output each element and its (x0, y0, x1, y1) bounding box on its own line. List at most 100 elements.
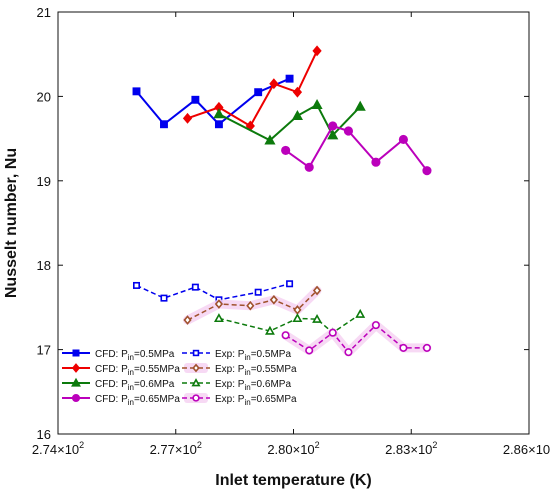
legend-label: CFD: Pin=0.5MPa (95, 349, 175, 362)
x-tick-label: 2.77×102 (150, 440, 202, 457)
x-tick-label: 2.80×102 (267, 440, 319, 457)
series-6 (183, 285, 322, 325)
legend-label-prefix: CFD: P (95, 349, 128, 360)
x-tick-label-base: 2.77×10 (150, 442, 197, 457)
x-tick-label-exponent: 2 (432, 440, 437, 450)
data-point (327, 129, 339, 140)
data-point (264, 325, 275, 335)
legend-label-prefix: Exp: P (215, 379, 245, 390)
x-tick-label-exponent: 2 (197, 440, 202, 450)
legend-item: Exp: Pin=0.5MPa (182, 349, 291, 362)
legend-label: CFD: Pin=0.65MPa (95, 394, 180, 407)
legend-label-subscript: in (128, 368, 134, 377)
legend-label-suffix: =0.55MPa (134, 364, 180, 375)
series-line (218, 103, 361, 142)
legend-item: CFD: Pin=0.55MPa (62, 363, 180, 377)
x-tick-label: 2.83×102 (385, 440, 437, 457)
data-point (312, 285, 322, 296)
legend-label-subscript: in (128, 353, 134, 362)
series-line (218, 313, 361, 334)
y-axis-ticks: 16 17 18 19 20 21 (37, 5, 529, 442)
legend-swatch-marker (192, 394, 200, 402)
legend-label-prefix: Exp: P (215, 349, 245, 360)
legend-label: Exp: Pin=0.5MPa (215, 349, 291, 362)
data-point (183, 315, 192, 325)
legend-label-subscript: in (244, 353, 250, 362)
data-point (304, 162, 314, 172)
legend-label-subscript: in (244, 398, 250, 407)
legend-label: CFD: Pin=0.6MPa (95, 379, 175, 392)
data-point (160, 294, 168, 302)
y-tick-label: 19 (37, 174, 51, 189)
data-point (133, 281, 141, 289)
legend-label: Exp: Pin=0.65MPa (215, 394, 297, 407)
legend-label-prefix: Exp: P (215, 394, 245, 405)
series-layer (132, 45, 432, 357)
legend-label-suffix: =0.6MPa (134, 379, 175, 390)
x-tick-label-base: 2.74×10 (32, 442, 79, 457)
data-point (422, 166, 432, 176)
legend-label: Exp: Pin=0.6MPa (215, 379, 291, 392)
y-tick-label: 21 (37, 5, 51, 20)
data-point (311, 98, 323, 109)
data-point (292, 86, 303, 98)
x-tick-label-base: 2.80×10 (267, 442, 314, 457)
data-point (191, 283, 199, 291)
data-point (422, 343, 431, 352)
x-tick-label-base: 2.86×10 (503, 442, 550, 457)
data-point (398, 134, 408, 145)
legend-swatch-marker (192, 349, 200, 357)
data-point (246, 300, 255, 311)
data-point (312, 313, 323, 323)
legend-label: CFD: Pin=0.55MPa (95, 364, 180, 377)
legend-label-prefix: CFD: P (95, 394, 128, 405)
legend-label-suffix: =0.55MPa (251, 364, 297, 375)
legend-label: Exp: Pin=0.55MPa (215, 364, 297, 377)
data-point (269, 294, 278, 305)
legend-label-subscript: in (128, 398, 134, 407)
data-point (213, 313, 224, 323)
data-point (132, 87, 141, 96)
x-tick-label: 2.74×102 (32, 440, 84, 457)
x-tick-label-exponent: 2 (315, 440, 320, 450)
data-point (254, 88, 263, 97)
data-point (354, 100, 366, 111)
legend-label-suffix: =0.5MPa (251, 349, 292, 360)
y-tick-label: 17 (37, 343, 51, 358)
data-point (269, 78, 279, 90)
data-point (286, 280, 294, 288)
data-point (328, 328, 337, 337)
legend-label-suffix: =0.5MPa (134, 349, 175, 360)
legend-label-prefix: CFD: P (95, 379, 128, 390)
legend-swatch-marker (71, 393, 81, 403)
legend-label-subscript: in (128, 383, 134, 392)
legend-label-suffix: =0.65MPa (251, 394, 297, 405)
legend-label-suffix: =0.65MPa (134, 394, 180, 405)
data-point (312, 45, 322, 57)
legend-item: CFD: Pin=0.6MPa (62, 377, 175, 392)
legend-item: Exp: Pin=0.65MPa (182, 394, 297, 407)
legend-label-subscript: in (244, 383, 250, 392)
data-point (399, 343, 408, 352)
data-point (160, 120, 168, 129)
data-point (305, 346, 314, 355)
legend-swatch-marker (192, 363, 200, 373)
series-4 (281, 121, 432, 176)
x-tick-label: 2.86×102 (503, 440, 550, 457)
data-point (291, 109, 303, 120)
legend-swatch-marker (71, 363, 81, 373)
data-point (344, 348, 353, 357)
data-point (285, 74, 294, 83)
series-line (136, 283, 290, 301)
x-tick-label-exponent: 2 (79, 440, 84, 450)
data-point (371, 157, 381, 167)
data-point (281, 145, 291, 155)
legend-item: CFD: Pin=0.5MPa (62, 349, 175, 362)
data-point (328, 121, 338, 131)
data-point (371, 321, 380, 330)
data-point (343, 126, 354, 136)
